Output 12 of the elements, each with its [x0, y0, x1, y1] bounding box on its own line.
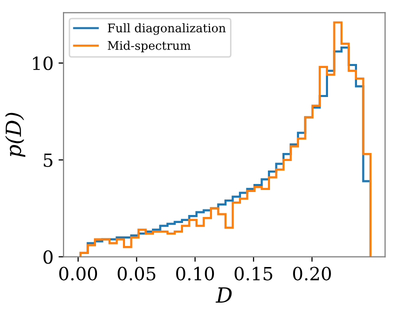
y-tick-label: 10 — [33, 56, 53, 70]
y-axis-title: p(D) — [5, 112, 26, 157]
x-tick-label: 0.15 — [234, 266, 272, 280]
x-tick-label: 0.00 — [59, 266, 98, 280]
y-tick-label: 0 — [44, 250, 53, 264]
legend-label: Mid-spectrum — [108, 40, 191, 52]
x-axis-title: D — [216, 287, 232, 303]
x-tick-label: 0.20 — [293, 266, 331, 280]
legend-label: Full diagonalization — [108, 23, 226, 35]
y-tick-label: 5 — [44, 154, 52, 168]
x-tick-label: 0.05 — [118, 266, 156, 280]
x-tick-label: 0.10 — [176, 266, 214, 280]
